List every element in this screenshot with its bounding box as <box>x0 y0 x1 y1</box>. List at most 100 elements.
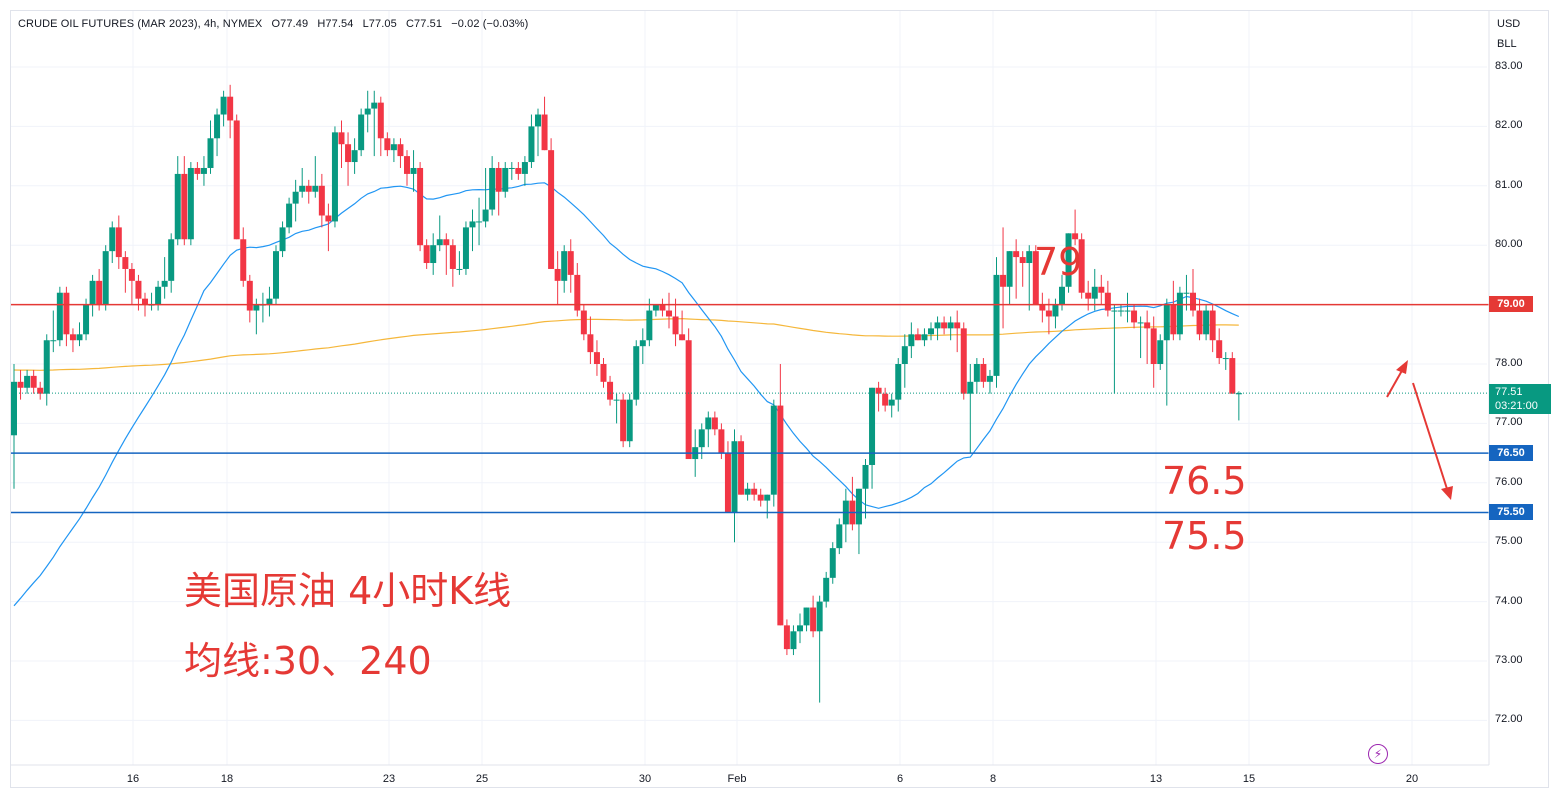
candle-body <box>1098 286 1105 293</box>
candle-body <box>476 221 483 223</box>
candle-body <box>155 286 162 305</box>
candle-body <box>561 251 568 281</box>
candle-body <box>888 399 895 406</box>
level-lines[interactable] <box>10 303 1489 514</box>
candle-body <box>738 441 745 495</box>
candle-body <box>89 280 96 305</box>
candle-body <box>1045 310 1052 317</box>
candle-body <box>914 334 921 341</box>
y-tick-label: 82.00 <box>1495 119 1523 132</box>
candle-body <box>659 304 666 311</box>
candle-body <box>973 364 980 382</box>
candle-body <box>1163 304 1170 341</box>
candle-body <box>816 601 823 632</box>
y-tick-label: 74.00 <box>1495 594 1523 607</box>
x-tick-label: 25 <box>475 773 489 785</box>
candle-body <box>253 304 260 311</box>
open-value: O77.49 <box>271 18 309 30</box>
candle-body <box>921 334 928 341</box>
candle-body <box>829 548 836 578</box>
candle-body <box>325 215 332 222</box>
lightning-icon[interactable]: ⚡ <box>1368 744 1388 764</box>
unit-label[interactable]: BLL <box>1497 38 1517 50</box>
close-value: C77.51 <box>405 18 443 30</box>
candle-body <box>1006 251 1013 287</box>
candle-body <box>1183 292 1190 294</box>
candle-body <box>115 227 122 258</box>
y-tick-label: 76.00 <box>1495 475 1523 488</box>
candle-body <box>443 239 450 246</box>
candle-body <box>646 310 653 341</box>
candle-body <box>312 185 319 192</box>
candle-body <box>895 364 902 400</box>
candle-body <box>240 239 247 281</box>
candle-body <box>613 399 620 401</box>
chart-title-annotation: 美国原油 4小时K线 <box>184 569 512 613</box>
forecast-arrows <box>1386 360 1453 500</box>
candle-body <box>109 227 116 252</box>
y-tick-label: 83.00 <box>1495 60 1523 72</box>
candle-body <box>941 322 948 329</box>
candle-body <box>967 381 974 394</box>
candle-body <box>318 185 325 216</box>
candle-body <box>142 298 148 305</box>
y-tick-label: 81.00 <box>1495 178 1523 191</box>
x-tick-label: Feb <box>727 773 747 785</box>
interval[interactable]: 4h <box>203 18 217 30</box>
candle-body <box>1111 310 1118 312</box>
candle-body <box>521 162 528 174</box>
low-value: L77.05 <box>362 18 397 30</box>
candle-body <box>757 494 764 501</box>
candle-body <box>299 185 306 192</box>
candle-body <box>495 167 502 192</box>
candle-body <box>122 257 129 269</box>
candle-body <box>764 494 771 501</box>
y-tick-label: 78.00 <box>1495 357 1523 369</box>
candle-body <box>652 304 659 311</box>
candle-body <box>698 429 705 448</box>
candle-body <box>810 607 817 632</box>
candle-body <box>947 322 954 329</box>
last-price-tag: 77.51 03:21:00 <box>1489 384 1551 414</box>
candle-body <box>567 251 574 275</box>
arrow-down-head <box>1441 486 1453 500</box>
candle-body <box>502 167 509 192</box>
candle-body <box>187 167 194 240</box>
candle-body <box>1039 304 1046 311</box>
candle-body <box>515 167 522 174</box>
exchange: NYMEX <box>222 18 263 30</box>
candle-body <box>1065 233 1072 287</box>
price-tag-76-5: 76.50 <box>1489 445 1533 461</box>
change-value: −0.02 (−0.03%) <box>451 18 529 30</box>
candle-body <box>705 417 712 430</box>
candle-body <box>574 274 581 311</box>
candle-body <box>593 352 600 364</box>
y-tick-label: 80.00 <box>1495 238 1523 251</box>
candle-body <box>672 316 679 335</box>
candle-body <box>1000 274 1007 287</box>
candle-body <box>986 375 993 382</box>
candle-body <box>1150 328 1157 364</box>
candle-body <box>279 227 286 252</box>
candle-body <box>194 167 201 174</box>
candle-body <box>331 132 338 222</box>
candle-body <box>358 114 365 151</box>
x-tick-label: 18 <box>220 773 234 785</box>
candle-body <box>11 381 17 436</box>
candle-body <box>1157 340 1164 364</box>
candle-body <box>174 173 181 240</box>
candle-body <box>1026 251 1033 264</box>
candle-body <box>1059 286 1065 305</box>
candle-body <box>181 173 188 240</box>
candle-body <box>96 280 103 305</box>
candle-body <box>17 381 24 388</box>
arrow-up-head <box>1396 360 1408 374</box>
candle-body <box>1216 340 1223 359</box>
x-tick-label: 15 <box>1242 773 1256 785</box>
candle-body <box>731 441 738 513</box>
symbol-name[interactable]: CRUDE OIL FUTURES (MAR 2023) <box>18 18 198 30</box>
candle-body <box>783 625 790 650</box>
candle-body <box>1013 251 1020 258</box>
currency-label[interactable]: USD <box>1497 18 1521 30</box>
